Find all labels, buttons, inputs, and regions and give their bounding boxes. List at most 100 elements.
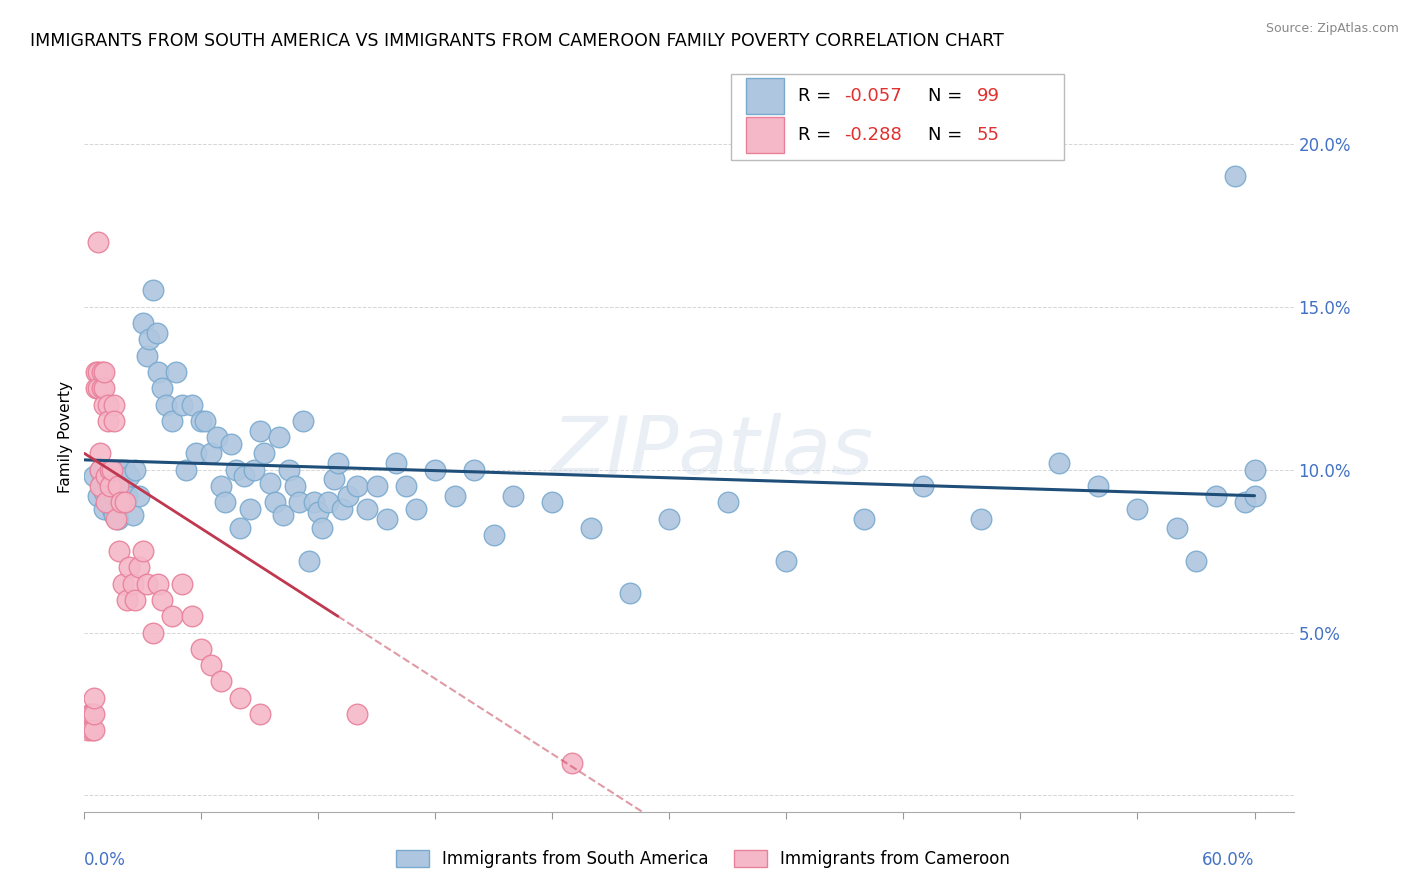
FancyBboxPatch shape (745, 78, 785, 114)
Point (98, 463, 121, 477)
Point (118, 560, 141, 574)
Point (112, 479, 135, 493)
Point (132, 316, 155, 330)
Point (336, 489, 359, 503)
Point (346, 479, 368, 493)
Point (463, 463, 485, 477)
Point (98, 479, 121, 493)
Point (97, 397, 120, 411)
Point (118, 469, 141, 483)
Point (395, 479, 418, 493)
Point (87, 365, 110, 379)
Point (194, 414, 217, 428)
Legend: Immigrants from South America, Immigrants from Cameroon: Immigrants from South America, Immigrant… (389, 843, 1017, 875)
Point (103, 414, 125, 428)
Point (853, 511, 876, 525)
Point (425, 463, 447, 477)
Point (94, 495, 117, 509)
Point (138, 332, 160, 346)
Text: R =: R = (797, 87, 837, 105)
Point (87, 489, 110, 503)
Point (128, 489, 150, 503)
Point (209, 674, 232, 689)
Point (94, 469, 117, 483)
Point (1166, 521, 1188, 535)
Point (541, 495, 564, 509)
Point (200, 658, 222, 673)
Point (108, 495, 131, 509)
Point (132, 544, 155, 558)
Point (103, 489, 125, 503)
Point (970, 511, 993, 525)
Point (482, 528, 505, 542)
Point (103, 397, 125, 411)
Point (93, 463, 115, 477)
Point (180, 609, 202, 624)
Point (122, 508, 145, 523)
Text: 60.0%: 60.0% (1202, 851, 1254, 869)
FancyBboxPatch shape (745, 117, 785, 153)
Point (311, 521, 333, 535)
Point (239, 501, 262, 516)
Point (1087, 479, 1109, 493)
Text: -0.057: -0.057 (844, 87, 901, 105)
Point (148, 576, 170, 591)
Point (1049, 456, 1071, 470)
Point (375, 511, 398, 525)
Legend: R = -0.057   N = 99, R = -0.288   N = 55: R = -0.057 N = 99, R = -0.288 N = 55 (825, 79, 1067, 155)
Text: 55: 55 (977, 126, 1000, 145)
Point (200, 446, 222, 460)
Point (100, 463, 122, 477)
Point (89, 463, 111, 477)
Point (142, 625, 165, 640)
Point (122, 576, 145, 591)
Point (502, 489, 524, 503)
Point (93, 501, 115, 516)
Text: IMMIGRANTS FROM SOUTH AMERICA VS IMMIGRANTS FROM CAMEROON FAMILY POVERTY CORRELA: IMMIGRANTS FROM SOUTH AMERICA VS IMMIGRA… (30, 32, 1004, 50)
Point (444, 489, 467, 503)
Point (87, 381, 110, 395)
Point (385, 456, 408, 470)
Point (190, 641, 212, 656)
Point (1205, 489, 1227, 503)
Text: -0.288: -0.288 (844, 126, 901, 145)
Point (174, 463, 197, 477)
Point (142, 284, 165, 298)
Point (775, 554, 797, 568)
Point (82, 706, 104, 721)
Text: Source: ZipAtlas.com: Source: ZipAtlas.com (1265, 22, 1399, 36)
Point (330, 501, 353, 516)
Point (269, 430, 291, 444)
Point (93, 397, 115, 411)
Text: 0.0%: 0.0% (84, 851, 127, 869)
Point (1185, 554, 1208, 568)
Point (83, 469, 105, 483)
Point (93, 381, 115, 395)
Point (214, 495, 236, 509)
Point (84, 381, 107, 395)
Point (89, 446, 111, 460)
Point (128, 560, 150, 574)
Point (155, 397, 177, 411)
Point (911, 479, 934, 493)
Point (356, 501, 378, 516)
Point (581, 521, 603, 535)
Point (264, 495, 287, 509)
Point (233, 469, 256, 483)
Point (165, 365, 187, 379)
Point (148, 365, 170, 379)
Point (124, 463, 146, 477)
Point (259, 475, 281, 490)
Point (298, 554, 321, 568)
Point (103, 508, 125, 523)
Text: ZIPatlas: ZIPatlas (553, 413, 875, 491)
Point (219, 436, 242, 450)
Point (90, 365, 112, 379)
Point (150, 593, 173, 607)
Text: N =: N = (928, 87, 969, 105)
Point (107, 511, 129, 525)
Point (284, 479, 307, 493)
Point (225, 463, 247, 477)
Point (304, 495, 326, 509)
Point (110, 495, 132, 509)
